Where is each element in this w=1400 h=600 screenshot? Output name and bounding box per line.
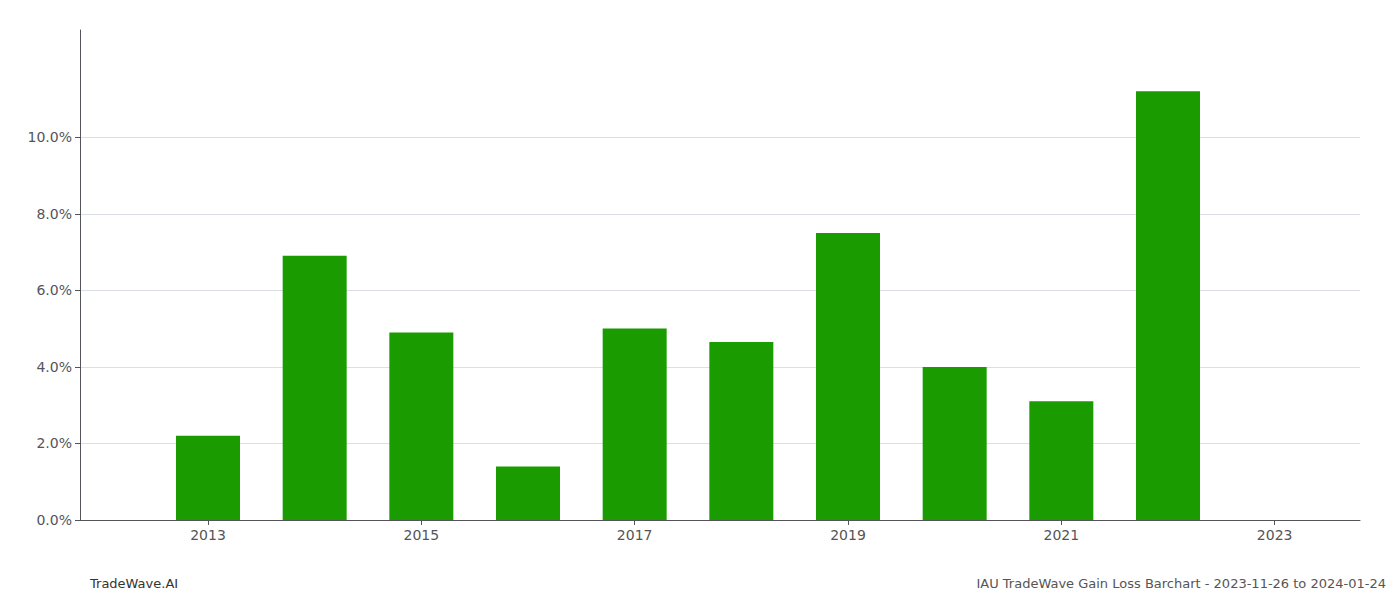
svg-text:2019: 2019 [830,527,866,543]
svg-text:6.0%: 6.0% [36,282,72,298]
svg-text:2023: 2023 [1257,527,1293,543]
svg-text:IAU TradeWave Gain Loss Barcha: IAU TradeWave Gain Loss Barchart - 2023-… [976,576,1386,591]
svg-text:2015: 2015 [404,527,440,543]
svg-text:10.0%: 10.0% [28,129,72,145]
svg-text:8.0%: 8.0% [36,206,72,222]
svg-text:TradeWave.AI: TradeWave.AI [89,576,178,591]
svg-text:2013: 2013 [190,527,226,543]
svg-text:4.0%: 4.0% [36,359,72,375]
svg-text:2.0%: 2.0% [36,435,72,451]
svg-text:0.0%: 0.0% [36,512,72,528]
svg-text:2021: 2021 [1044,527,1080,543]
svg-text:2017: 2017 [617,527,653,543]
